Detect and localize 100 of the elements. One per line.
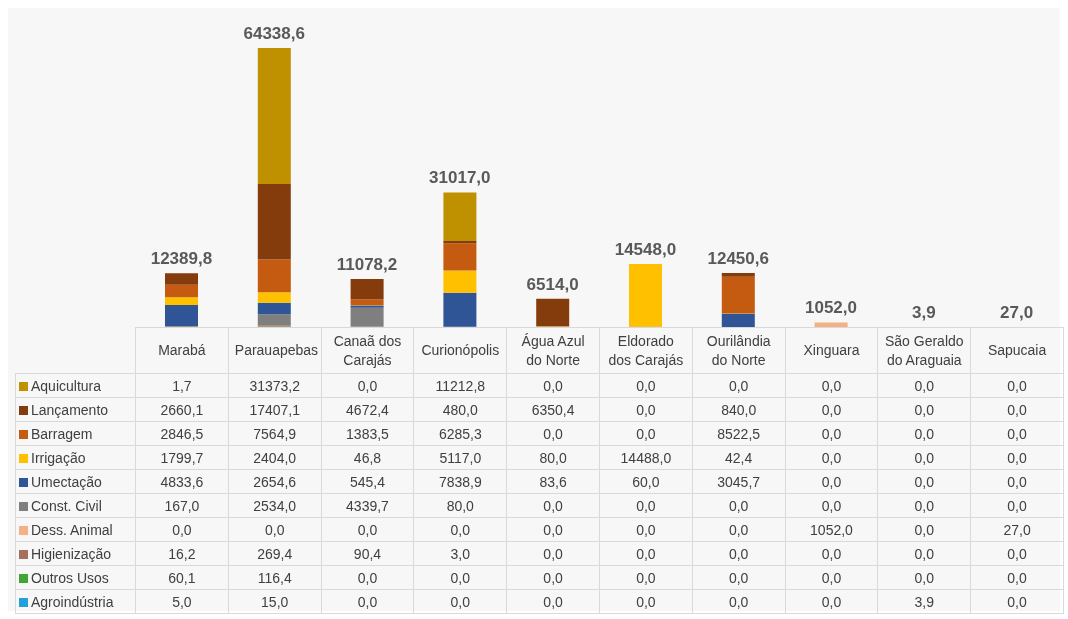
data-label: 4833,6	[135, 469, 229, 494]
legend-label: Irrigação	[31, 450, 86, 467]
total-label: 14548,0	[614, 239, 677, 259]
data-label: 80,0	[506, 445, 600, 470]
data-label: 480,0	[413, 397, 507, 422]
data-label: 31373,2	[228, 373, 322, 398]
data-label: 2654,6	[228, 469, 322, 494]
data-label: 0,0	[506, 517, 600, 542]
data-label: 0,0	[970, 445, 1064, 470]
data-label: 46,8	[321, 445, 414, 470]
data-label: 4339,7	[321, 493, 414, 518]
total-label: 1052,0	[805, 298, 857, 318]
data-label: 269,4	[228, 541, 322, 566]
data-label: 0,0	[506, 373, 600, 398]
x-tick-label: Ourilândia do Norte	[692, 327, 786, 374]
legend-label: Lançamento	[31, 402, 109, 419]
data-label: 0,0	[877, 421, 971, 446]
data-label: 0,0	[599, 565, 693, 590]
data-label: 7838,9	[413, 469, 507, 494]
x-tick-label: Água Azul do Norte	[506, 327, 600, 374]
data-label: 0,0	[785, 493, 878, 518]
data-label: 0,0	[970, 541, 1064, 566]
data-label: 0,0	[228, 517, 322, 542]
data-label: 1799,7	[135, 445, 229, 470]
data-label: 4672,4	[321, 397, 414, 422]
legend-label: Dess. Animal	[31, 522, 113, 539]
data-label: 545,4	[321, 469, 414, 494]
x-tick-label: Xinguara	[785, 327, 878, 374]
data-label: 0,0	[970, 493, 1064, 518]
data-label: 0,0	[692, 493, 786, 518]
data-label: 83,6	[506, 469, 600, 494]
data-label: 0,0	[970, 565, 1064, 590]
data-label: 0,0	[321, 565, 414, 590]
data-label: 0,0	[692, 589, 786, 614]
data-label: 0,0	[599, 541, 693, 566]
data-label: 0,0	[506, 493, 600, 518]
data-label: 90,4	[321, 541, 414, 566]
data-label: 0,0	[877, 445, 971, 470]
x-tick-label: Sapucaia	[970, 327, 1064, 374]
data-label: 1383,5	[321, 421, 414, 446]
x-tick-label: Parauapebas	[228, 327, 322, 374]
data-label: 27,0	[970, 517, 1064, 542]
data-label: 3,9	[877, 589, 971, 614]
data-label: 0,0	[692, 517, 786, 542]
data-label: 5117,0	[413, 445, 507, 470]
x-tick-label: Curionópolis	[413, 327, 507, 374]
data-label: 0,0	[321, 373, 414, 398]
data-label: 6350,4	[506, 397, 600, 422]
data-label: 11212,8	[413, 373, 507, 398]
data-label: 16,2	[135, 541, 229, 566]
data-label: 60,0	[599, 469, 693, 494]
data-label: 0,0	[413, 565, 507, 590]
data-label: 0,0	[877, 469, 971, 494]
data-label: 1,7	[135, 373, 229, 398]
x-tick-label: Marabá	[135, 327, 229, 374]
legend-label: Outros Usos	[31, 570, 109, 587]
data-label: 0,0	[506, 565, 600, 590]
legend-label: Umectação	[31, 474, 102, 491]
legend-label: Const. Civil	[31, 498, 102, 515]
data-label: 0,0	[785, 373, 878, 398]
data-label: 2846,5	[135, 421, 229, 446]
data-label: 167,0	[135, 493, 229, 518]
data-label: 0,0	[785, 421, 878, 446]
x-tick-label: Eldorado dos Carajás	[599, 327, 693, 374]
total-label: 12389,8	[150, 249, 213, 269]
legend-label: Barragem	[31, 426, 93, 443]
data-label: 7564,9	[228, 421, 322, 446]
total-label: 64338,6	[243, 24, 305, 43]
legend-label: Aquicultura	[31, 378, 102, 395]
data-label: 0,0	[785, 445, 878, 470]
data-label: 0,0	[785, 541, 878, 566]
data-label: 0,0	[970, 469, 1064, 494]
total-label: 31017,0	[429, 168, 491, 188]
data-label: 0,0	[970, 397, 1064, 422]
data-label: 2404,0	[228, 445, 322, 470]
data-label: 60,1	[135, 565, 229, 590]
total-label: 27,0	[1000, 302, 1034, 322]
data-label: 42,4	[692, 445, 786, 470]
data-label: 0,0	[692, 541, 786, 566]
data-label: 80,0	[413, 493, 507, 518]
data-label: 0,0	[599, 373, 693, 398]
data-label: 6285,3	[413, 421, 507, 446]
data-label: 0,0	[135, 517, 229, 542]
total-label: 11078,2	[336, 254, 398, 274]
data-label: 0,0	[877, 517, 971, 542]
total-label: 6514,0	[526, 274, 579, 294]
data-label: 0,0	[785, 589, 878, 614]
data-label: 0,0	[321, 589, 414, 614]
data-label: 0,0	[785, 565, 878, 590]
data-label: 0,0	[877, 493, 971, 518]
data-label: 1052,0	[785, 517, 878, 542]
data-label: 0,0	[877, 397, 971, 422]
data-label: 17407,1	[228, 397, 322, 422]
data-label: 0,0	[413, 589, 507, 614]
data-label: 0,0	[970, 373, 1064, 398]
data-label: 0,0	[692, 373, 786, 398]
data-label: 2660,1	[135, 397, 229, 422]
data-label: 0,0	[599, 517, 693, 542]
data-label: 0,0	[599, 589, 693, 614]
data-label: 0,0	[877, 541, 971, 566]
